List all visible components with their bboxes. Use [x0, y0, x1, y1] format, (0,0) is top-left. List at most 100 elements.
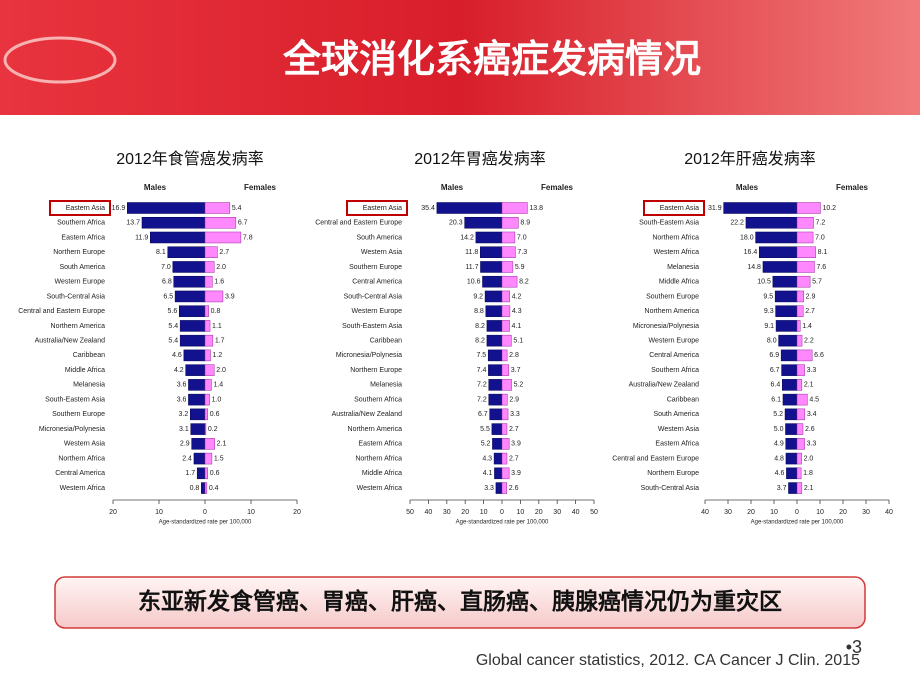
- legend-label: Females: [244, 183, 277, 192]
- value-label: 2.7: [509, 426, 519, 433]
- category-label: South-Central Asia: [47, 293, 105, 300]
- value-label: 2.9: [509, 396, 519, 403]
- x-tick-label: 40: [425, 509, 433, 516]
- bar: [723, 202, 798, 214]
- value-label: 14.2: [460, 234, 474, 241]
- value-label: 4.8: [774, 455, 784, 462]
- value-label: 2.4: [182, 455, 192, 462]
- value-label: 1.1: [212, 323, 222, 330]
- value-label: 7.0: [815, 234, 825, 241]
- bar: [501, 275, 518, 288]
- bar: [188, 379, 206, 391]
- bar: [127, 202, 206, 214]
- value-label: 6.7: [770, 367, 780, 374]
- bar: [204, 349, 211, 362]
- category-label: Australia/New Zealand: [332, 411, 403, 418]
- category-label: Southern Europe: [349, 264, 402, 271]
- bar: [796, 349, 813, 362]
- highlight-box: [643, 200, 705, 216]
- value-label: 8.8: [474, 308, 484, 315]
- value-label: 7.4: [477, 367, 487, 374]
- bar: [782, 379, 798, 391]
- bar: [464, 216, 503, 229]
- value-label: 22.2: [730, 220, 744, 227]
- bar: [495, 482, 503, 494]
- category-label: Eastern Africa: [655, 441, 699, 448]
- bar: [796, 275, 811, 288]
- category-label: South-Eastern Asia: [639, 220, 699, 227]
- category-label: Western Europe: [649, 338, 700, 345]
- value-label: 9.3: [764, 308, 774, 315]
- bar: [762, 261, 798, 273]
- bar: [796, 216, 814, 229]
- value-label: 6.1: [771, 396, 781, 403]
- value-label: 6.7: [238, 220, 248, 227]
- value-label: 0.6: [210, 411, 220, 418]
- value-label: 11.7: [465, 264, 478, 271]
- bar: [796, 320, 801, 332]
- category-label: Southern Africa: [651, 367, 699, 374]
- bar: [204, 334, 214, 347]
- bar: [501, 482, 508, 494]
- value-label: 5.7: [812, 279, 822, 286]
- value-label: 35.4: [421, 205, 435, 212]
- category-label: Western Europe: [55, 279, 106, 286]
- value-label: 1.6: [214, 279, 224, 286]
- header-band: [0, 0, 920, 115]
- bar: [436, 202, 503, 214]
- x-tick-label: 10: [480, 509, 488, 516]
- x-tick-label: 40: [701, 509, 709, 516]
- bar: [501, 290, 510, 303]
- chart-title: 2012年胃癌发病率: [414, 150, 546, 168]
- category-label: Eastern Africa: [358, 441, 402, 448]
- bar: [204, 246, 218, 258]
- bar: [185, 364, 206, 376]
- value-label: 2.1: [804, 382, 814, 389]
- bar: [475, 231, 503, 244]
- bar: [193, 452, 206, 465]
- value-label: 20.3: [449, 220, 463, 227]
- x-tick-label: 10: [247, 509, 255, 516]
- category-label: Northern Africa: [652, 234, 699, 241]
- value-label: 3.4: [807, 411, 817, 418]
- bar: [204, 305, 209, 317]
- bar: [501, 438, 510, 450]
- value-label: 7.3: [517, 249, 527, 256]
- value-label: 6.9: [769, 352, 779, 359]
- category-label: Southern Africa: [57, 220, 105, 227]
- value-label: 5.1: [513, 338, 523, 345]
- value-label: 5.4: [168, 338, 178, 345]
- category-label: Northern America: [51, 323, 106, 330]
- bar: [501, 305, 511, 317]
- bar: [204, 216, 237, 229]
- value-label: 3.2: [179, 411, 189, 418]
- x-tick-label: 30: [443, 509, 451, 516]
- bar: [150, 231, 206, 244]
- value-label: 10.5: [757, 279, 771, 286]
- bar: [501, 364, 510, 376]
- bar: [780, 349, 798, 362]
- category-label: Micronesia/Polynesia: [633, 323, 699, 330]
- category-label: Northern America: [348, 426, 403, 433]
- bar: [759, 246, 798, 258]
- value-label: 7.0: [161, 264, 171, 271]
- bar: [485, 305, 503, 317]
- value-label: 8.2: [475, 338, 485, 345]
- category-label: South America: [59, 264, 105, 271]
- value-label: 8.2: [519, 279, 529, 286]
- bar: [482, 275, 503, 288]
- value-label: 2.1: [804, 485, 814, 492]
- category-label: Australia/New Zealand: [35, 338, 106, 345]
- value-label: 3.7: [777, 485, 787, 492]
- value-label: 4.2: [512, 293, 522, 300]
- bar: [501, 231, 516, 244]
- value-label: 1.0: [212, 396, 222, 403]
- value-label: 9.2: [473, 293, 483, 300]
- bar: [141, 216, 206, 229]
- bar: [796, 379, 803, 391]
- value-label: 14.8: [747, 264, 761, 271]
- bar: [788, 482, 798, 494]
- bar: [796, 334, 803, 347]
- value-label: 5.2: [481, 441, 491, 448]
- bar: [796, 290, 804, 303]
